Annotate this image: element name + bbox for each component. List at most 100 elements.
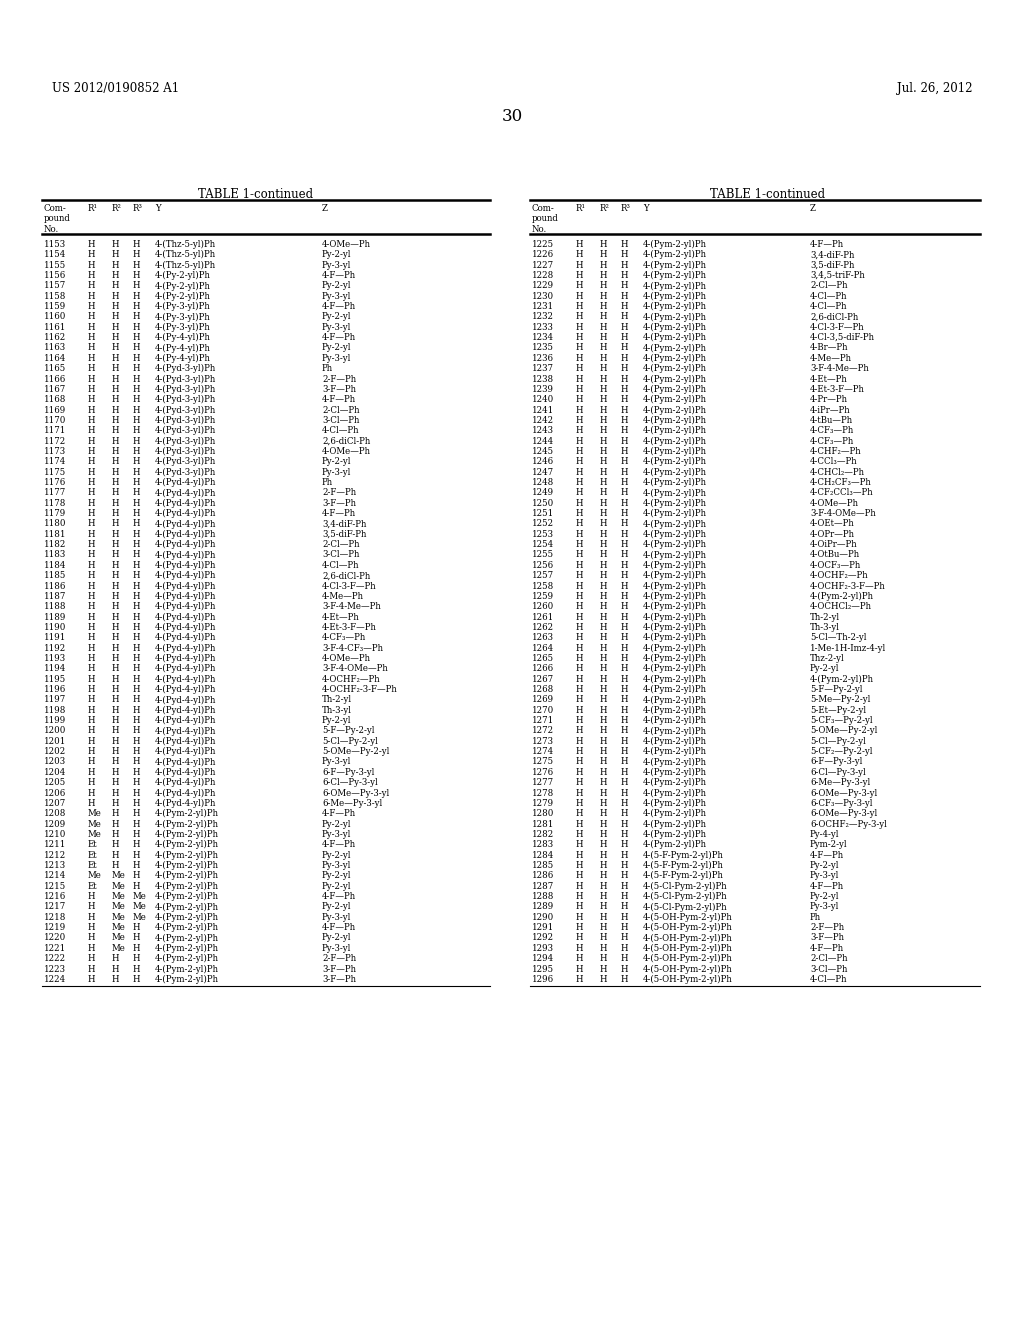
Text: 1245: 1245: [532, 447, 554, 455]
Text: 3,5-diF-Ph: 3,5-diF-Ph: [810, 261, 854, 269]
Text: 1177: 1177: [44, 488, 67, 498]
Text: 1269: 1269: [532, 696, 554, 705]
Text: 1216: 1216: [44, 892, 67, 902]
Text: 4-(Pym-2-yl)Ph: 4-(Pym-2-yl)Ph: [643, 416, 707, 425]
Text: 1163: 1163: [44, 343, 67, 352]
Text: H: H: [600, 251, 607, 259]
Text: H: H: [88, 685, 95, 694]
Text: 4-(Pyd-4-yl)Ph: 4-(Pyd-4-yl)Ph: [155, 653, 216, 663]
Text: 1213: 1213: [44, 861, 67, 870]
Text: H: H: [621, 737, 629, 746]
Text: 4-(Pym-2-yl)Ph: 4-(Pym-2-yl)Ph: [155, 903, 219, 912]
Text: 1262: 1262: [532, 623, 554, 632]
Text: H: H: [575, 302, 584, 312]
Text: 4-F—Ph: 4-F—Ph: [322, 923, 356, 932]
Text: H: H: [575, 706, 584, 714]
Text: 4-(Py-2-yl)Ph: 4-(Py-2-yl)Ph: [155, 281, 211, 290]
Text: 4-(Pyd-3-yl)Ph: 4-(Pyd-3-yl)Ph: [155, 385, 216, 395]
Text: 4-(Pym-2-yl)Ph: 4-(Pym-2-yl)Ph: [643, 612, 707, 622]
Text: 4-Et-3-F—Ph: 4-Et-3-F—Ph: [810, 385, 865, 393]
Text: 5-F—Py-2-yl: 5-F—Py-2-yl: [322, 726, 375, 735]
Text: 4-(Pyd-4-yl)Ph: 4-(Pyd-4-yl)Ph: [155, 550, 216, 560]
Text: H: H: [88, 447, 95, 455]
Text: H: H: [88, 737, 95, 746]
Text: H: H: [621, 520, 629, 528]
Text: 1189: 1189: [44, 612, 67, 622]
Text: H: H: [88, 706, 95, 714]
Text: 1258: 1258: [532, 582, 554, 590]
Text: H: H: [575, 281, 584, 290]
Text: 4-(Pyd-4-yl)Ph: 4-(Pyd-4-yl)Ph: [155, 706, 216, 715]
Text: H: H: [88, 944, 95, 953]
Text: H: H: [600, 830, 607, 840]
Text: 1290: 1290: [532, 912, 554, 921]
Text: H: H: [88, 510, 95, 517]
Text: 4-(Py-4-yl)Ph: 4-(Py-4-yl)Ph: [155, 343, 211, 352]
Text: H: H: [112, 333, 120, 342]
Text: H: H: [88, 975, 95, 983]
Text: 6-Cl—Py-3-yl: 6-Cl—Py-3-yl: [810, 768, 865, 777]
Text: 4-(Pym-2-yl)Ph: 4-(Pym-2-yl)Ph: [155, 820, 219, 829]
Text: 1200: 1200: [44, 726, 67, 735]
Text: H: H: [575, 457, 584, 466]
Text: H: H: [575, 426, 584, 436]
Text: H: H: [621, 747, 629, 756]
Text: 1185: 1185: [44, 572, 67, 581]
Text: H: H: [621, 447, 629, 455]
Text: H: H: [133, 405, 140, 414]
Text: Py-2-yl: Py-2-yl: [322, 933, 351, 942]
Text: H: H: [600, 809, 607, 818]
Text: 2-Cl—Ph: 2-Cl—Ph: [810, 954, 848, 964]
Text: 4-(Pym-2-yl)Ph: 4-(Pym-2-yl)Ph: [643, 499, 707, 508]
Text: Me: Me: [112, 903, 126, 911]
Text: 1158: 1158: [44, 292, 67, 301]
Text: 4-tBu—Ph: 4-tBu—Ph: [810, 416, 853, 425]
Text: H: H: [112, 591, 120, 601]
Text: 1268: 1268: [532, 685, 554, 694]
Text: H: H: [621, 561, 629, 570]
Text: 4-(Pym-2-yl)Ph: 4-(Pym-2-yl)Ph: [643, 395, 707, 404]
Text: H: H: [88, 675, 95, 684]
Text: H: H: [621, 644, 629, 652]
Text: 4-(Py-2-yl)Ph: 4-(Py-2-yl)Ph: [155, 292, 211, 301]
Text: 3-F—Ph: 3-F—Ph: [322, 385, 356, 393]
Text: H: H: [621, 653, 629, 663]
Text: H: H: [600, 240, 607, 249]
Text: H: H: [133, 292, 140, 301]
Text: 1204: 1204: [44, 768, 67, 777]
Text: H: H: [600, 478, 607, 487]
Text: H: H: [600, 758, 607, 767]
Text: 4-(Pyd-4-yl)Ph: 4-(Pyd-4-yl)Ph: [155, 696, 216, 705]
Text: H: H: [133, 841, 140, 849]
Text: H: H: [112, 644, 120, 652]
Text: H: H: [621, 975, 629, 983]
Text: H: H: [133, 416, 140, 425]
Text: 4-F—Ph: 4-F—Ph: [322, 333, 356, 342]
Text: H: H: [600, 591, 607, 601]
Text: Py-2-yl: Py-2-yl: [322, 903, 351, 911]
Text: H: H: [621, 395, 629, 404]
Text: H: H: [88, 965, 95, 973]
Text: Et: Et: [88, 882, 97, 891]
Text: H: H: [133, 499, 140, 508]
Text: 4-(Pym-2-yl)Ph: 4-(Pym-2-yl)Ph: [155, 850, 219, 859]
Text: R²: R²: [112, 205, 122, 213]
Text: 1292: 1292: [532, 933, 554, 942]
Text: H: H: [621, 809, 629, 818]
Text: H: H: [112, 364, 120, 374]
Text: 1197: 1197: [44, 696, 67, 705]
Text: H: H: [88, 261, 95, 269]
Text: 1270: 1270: [532, 706, 554, 714]
Text: H: H: [600, 975, 607, 983]
Text: 4-(5-Cl-Pym-2-yl)Ph: 4-(5-Cl-Pym-2-yl)Ph: [643, 903, 728, 912]
Text: H: H: [600, 965, 607, 973]
Text: 4-(Pym-2-yl)Ph: 4-(Pym-2-yl)Ph: [155, 882, 219, 891]
Text: H: H: [575, 623, 584, 632]
Text: 1162: 1162: [44, 333, 67, 342]
Text: 1241: 1241: [532, 405, 554, 414]
Text: H: H: [575, 467, 584, 477]
Text: 1295: 1295: [532, 965, 554, 973]
Text: H: H: [133, 529, 140, 539]
Text: 3-F-4-OMe—Ph: 3-F-4-OMe—Ph: [810, 510, 876, 517]
Text: H: H: [112, 261, 120, 269]
